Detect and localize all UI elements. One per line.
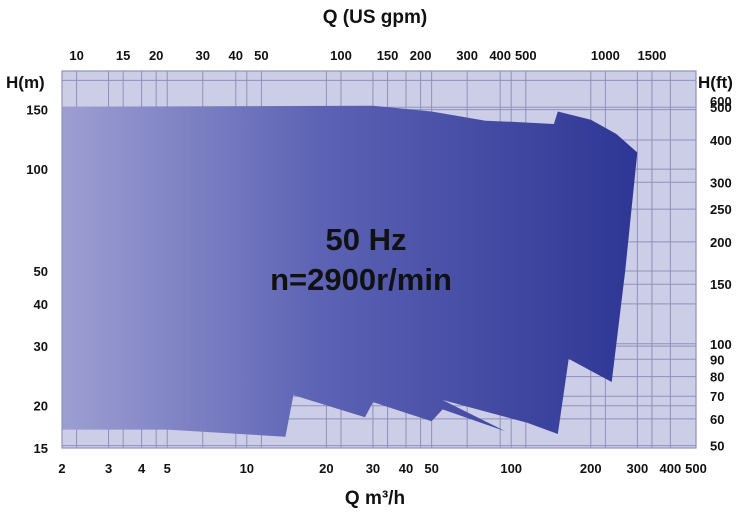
x-tick-label: 20: [319, 461, 333, 476]
top-axis-ticks: 10 15 20 30 40 50 100 150 200 300 400 500 1000 1500: [69, 48, 666, 63]
right-tick-label: 50: [710, 439, 724, 454]
x-tick-label: 10: [240, 461, 254, 476]
right-tick-label: 400: [710, 133, 732, 148]
x-tick-label: 30: [366, 461, 380, 476]
x-tick-label: 400: [660, 461, 682, 476]
right-tick-label: 60: [710, 412, 724, 427]
x-tick-label: 3: [105, 461, 112, 476]
right-tick-label: 150: [710, 277, 732, 292]
right-tick-label: 70: [710, 389, 724, 404]
top-tick-label: 1500: [637, 48, 666, 63]
performance-envelope-area: [62, 105, 638, 437]
top-tick-label: 200: [410, 48, 432, 63]
plot-frame: [61, 70, 697, 449]
y-axis-title: H(m): [6, 73, 45, 92]
right-tick-label: 300: [710, 175, 732, 190]
y-tick-label: 150: [26, 103, 48, 118]
x-tick-label: 100: [500, 461, 522, 476]
top-tick-label: 1000: [591, 48, 620, 63]
top-tick-label: 100: [330, 48, 352, 63]
frequency-annotation: 50 Hz: [326, 222, 407, 257]
x-tick-label: 5: [164, 461, 171, 476]
top-tick-label: 20: [149, 48, 163, 63]
y-tick-label: 30: [34, 339, 48, 354]
y-tick-label: 50: [34, 264, 48, 279]
right-tick-label: 500: [710, 100, 732, 115]
right-axis-title: H(ft): [698, 73, 733, 92]
y-tick-label: 15: [34, 441, 48, 456]
right-tick-label: 600: [710, 94, 732, 109]
right-tick-label: 200: [710, 235, 732, 250]
top-axis-title: Q (US gpm): [323, 7, 428, 28]
top-tick-label: 300: [456, 48, 478, 63]
top-tick-label: 150: [377, 48, 399, 63]
x-axis-ticks: 2 3 4 5 10 20 30 40 50 100 200 300 400 500: [58, 461, 706, 476]
right-tick-label: 100: [710, 337, 732, 352]
x-tick-label: 40: [399, 461, 413, 476]
x-tick-label: 500: [685, 461, 707, 476]
x-axis-title: Q m³/h: [345, 488, 405, 509]
top-tick-label: 40: [229, 48, 243, 63]
y-tick-label: 20: [34, 399, 48, 414]
top-tick-label: 15: [116, 48, 130, 63]
top-tick-label: 50: [254, 48, 268, 63]
x-tick-label: 4: [138, 461, 146, 476]
x-tick-label: 300: [626, 461, 648, 476]
top-tick-label: 10: [69, 48, 83, 63]
y-tick-label: 100: [26, 162, 48, 177]
x-tick-label: 2: [58, 461, 65, 476]
top-tick-label: 400: [489, 48, 511, 63]
top-tick-label: 500: [515, 48, 537, 63]
y-axis-ticks: 15 20 30 40 50 100 150: [26, 103, 48, 456]
top-tick-label: 30: [196, 48, 210, 63]
right-tick-label: 250: [710, 202, 732, 217]
right-tick-label: 90: [710, 352, 724, 367]
x-tick-label: 50: [424, 461, 438, 476]
y-tick-label: 40: [34, 297, 48, 312]
speed-annotation: n=2900r/min: [270, 262, 452, 297]
x-tick-label: 200: [580, 461, 602, 476]
right-tick-label: 80: [710, 370, 724, 385]
